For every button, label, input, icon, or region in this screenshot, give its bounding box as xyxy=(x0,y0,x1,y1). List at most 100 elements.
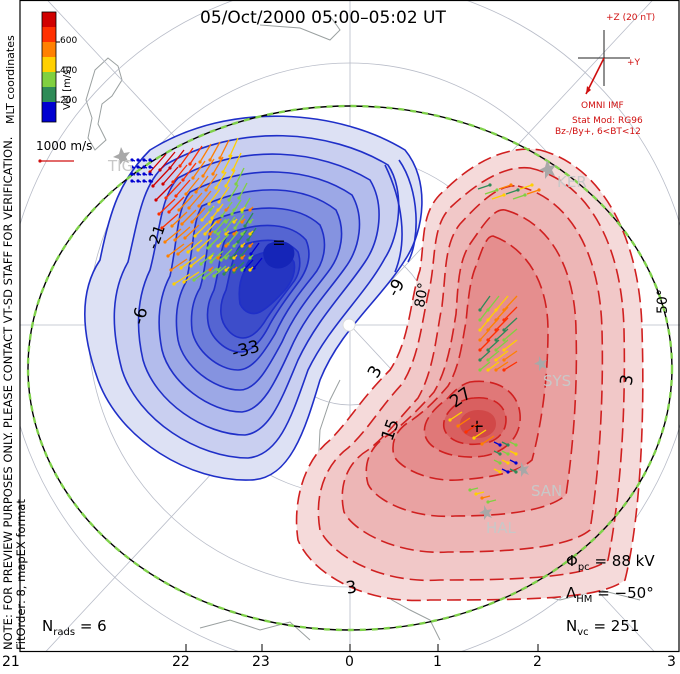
velocity-vector-origin xyxy=(509,183,513,187)
velocity-vector-origin xyxy=(530,183,534,187)
velocity-vector-origin xyxy=(486,358,490,362)
velocity-vector xyxy=(187,239,203,253)
velocity-vector-origin xyxy=(194,190,198,194)
velocity-vector-origin xyxy=(218,156,222,160)
velocity-vector-origin xyxy=(248,256,252,260)
velocity-vector-origin xyxy=(228,154,232,158)
radar-marker xyxy=(479,505,492,520)
velocity-vector-origin xyxy=(160,226,164,230)
mlt-axis-ticks xyxy=(19,644,680,652)
imf-z-label: +Z (20 nT) xyxy=(606,13,656,23)
velocity-vector-origin xyxy=(502,338,506,342)
velocity-vector-origin xyxy=(157,212,161,216)
velocity-vector-origin xyxy=(189,264,193,268)
velocity-vector xyxy=(172,164,188,183)
map-title: 05/Oct/2000 05:00–05:02 UT xyxy=(200,8,446,28)
velocity-vector-origin xyxy=(480,496,484,500)
velocity-vector-origin xyxy=(211,172,215,176)
velocity-vector-origin xyxy=(229,256,233,260)
velocity-vector-origin xyxy=(136,158,140,162)
velocity-vector-origin xyxy=(148,172,152,176)
velocity-vector xyxy=(194,222,209,237)
velocity-vector xyxy=(505,189,519,195)
velocity-vector-origin xyxy=(237,196,241,200)
velocity-vector xyxy=(158,198,176,215)
velocity-vector xyxy=(181,209,197,225)
velocity-vector-origin xyxy=(249,252,253,256)
cross-polar-potential: Φpc = 88 kV xyxy=(566,552,655,573)
velocity-vector-origin xyxy=(148,179,152,183)
velocity-vector xyxy=(200,252,215,265)
velocity-vector-origin xyxy=(514,443,518,447)
positive-potential-cell: + xyxy=(295,148,644,602)
vector-count: Nvc = 251 xyxy=(566,617,640,638)
velocity-vector-origin xyxy=(217,200,221,204)
velocity-vector xyxy=(495,328,509,341)
velocity-vector-origin xyxy=(177,208,181,212)
velocity-vector-origin xyxy=(203,232,207,236)
velocity-vector-origin xyxy=(516,188,520,192)
velocity-vector xyxy=(174,226,191,241)
colorbar-tick: 600 xyxy=(60,36,78,46)
velocity-vector-origin xyxy=(212,274,216,278)
velocity-vector xyxy=(159,151,176,171)
velocity-vector-origin xyxy=(208,232,212,236)
velocity-vector-origin xyxy=(224,220,228,224)
velocity-vector-origin xyxy=(488,183,492,187)
colorbar-tick: 200 xyxy=(60,96,78,106)
velocity-vector xyxy=(227,231,239,245)
pole-marker xyxy=(342,318,356,332)
velocity-vector xyxy=(228,184,239,201)
velocity-vector xyxy=(152,168,170,187)
imf-source: OMNI IMF xyxy=(581,101,624,111)
velocity-vector-origin xyxy=(171,180,175,184)
velocity-vector-origin xyxy=(221,170,225,174)
velocity-vector xyxy=(171,211,188,227)
velocity-vector-origin xyxy=(142,158,146,162)
radar-label: TIG xyxy=(108,157,134,175)
velocity-vector-origin xyxy=(486,368,490,372)
velocity-vector xyxy=(173,273,191,285)
mlt-coordinates-label: MLT coordinates xyxy=(4,35,17,124)
velocity-vector xyxy=(237,229,248,243)
velocity-vector-origin xyxy=(502,193,506,197)
velocity-vector-origin xyxy=(502,358,506,362)
velocity-vector xyxy=(244,212,254,227)
velocity-vector xyxy=(503,317,518,331)
velocity-vector-origin xyxy=(208,244,212,248)
velocity-vector-origin xyxy=(248,268,252,272)
velocity-vector xyxy=(479,328,491,341)
velocity-vector-origin xyxy=(142,179,146,183)
velocity-vector-origin xyxy=(161,182,165,186)
velocity-vector xyxy=(202,158,215,177)
velocity-vector-origin xyxy=(207,202,211,206)
velocity-vector-origin xyxy=(200,218,204,222)
mlt-tick-label: 3 xyxy=(667,654,676,670)
velocity-vector-origin xyxy=(514,452,518,456)
velocity-vector-origin xyxy=(486,348,490,352)
velocity-vector-origin xyxy=(136,165,140,169)
velocity-vector xyxy=(155,183,173,201)
velocity-vector-origin xyxy=(231,168,235,172)
velocity-vector-origin xyxy=(248,220,252,224)
velocity-vector xyxy=(224,216,236,231)
velocity-vector-origin xyxy=(170,224,174,228)
velocity-vector-origin xyxy=(180,222,184,226)
velocity-vector xyxy=(218,186,230,203)
velocity-vector-origin xyxy=(219,258,223,262)
velocity-vector xyxy=(477,184,491,190)
velocity-vector-origin xyxy=(478,328,482,332)
velocity-vector xyxy=(225,169,236,187)
mlt-tick-label: 1 xyxy=(433,654,442,670)
velocity-vector xyxy=(233,261,245,273)
velocity-vector xyxy=(503,295,518,311)
velocity-vector xyxy=(479,317,491,331)
velocity-vector-origin xyxy=(199,262,203,266)
radar-count: Nrads = 6 xyxy=(42,617,107,638)
velocity-vector-origin xyxy=(168,166,172,170)
velocity-vector xyxy=(234,214,245,229)
velocity-vector-origin xyxy=(478,358,482,362)
velocity-vector xyxy=(479,339,491,351)
velocity-vector-origin xyxy=(202,276,206,280)
velocity-vector xyxy=(222,154,233,173)
